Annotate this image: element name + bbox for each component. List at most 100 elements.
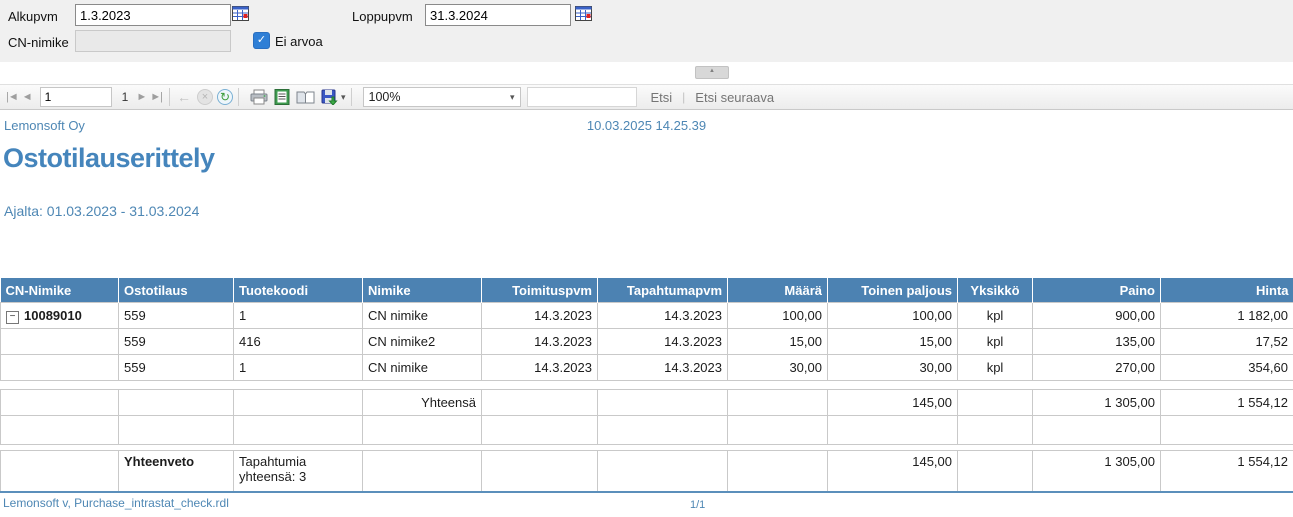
refresh-icon: ↻ [219, 90, 230, 104]
cell [727, 389, 828, 416]
group-total-toinen-paljous: 145,00 [827, 389, 958, 416]
cell [0, 328, 119, 355]
search-input[interactable] [526, 87, 637, 107]
group-cell: −10089010 [0, 302, 119, 329]
cell [233, 415, 363, 445]
cell: 900,00 [1032, 302, 1161, 329]
first-page-button[interactable]: |◄ [6, 91, 19, 103]
cell [597, 389, 728, 416]
summary-transactions: Tapahtumia yhteensä: 3 [233, 450, 363, 493]
cell: 1 182,00 [1160, 302, 1293, 329]
cell [0, 354, 119, 381]
print-button[interactable] [250, 89, 268, 105]
cell [597, 450, 728, 493]
alkupvm-calendar-button[interactable] [231, 5, 249, 23]
cn-nimike-input[interactable] [75, 30, 231, 52]
last-page-button[interactable]: ►| [150, 91, 163, 103]
cell: 14.3.2023 [481, 302, 598, 329]
cell: 15,00 [827, 328, 958, 355]
cell [727, 450, 828, 493]
cell: 354,60 [1160, 354, 1293, 381]
cell [118, 415, 234, 445]
find-next-button[interactable]: Etsi seuraava [695, 89, 775, 105]
stop-button[interactable]: × [196, 89, 213, 105]
column-header: Hinta [1160, 278, 1293, 303]
alkupvm-input[interactable] [75, 4, 231, 26]
next-page-button[interactable]: ► [136, 91, 147, 103]
export-button[interactable]: ▾ [321, 89, 346, 105]
report-page: Lemonsoft Oy 10.03.2025 14.25.39 Ostotil… [0, 111, 1293, 517]
loppupvm-input[interactable] [425, 4, 571, 26]
cell [0, 450, 119, 493]
refresh-button[interactable]: ↻ [216, 89, 233, 105]
calendar-icon [231, 6, 249, 21]
summary-paino: 1 305,00 [1032, 450, 1161, 493]
column-header: Paino [1032, 278, 1161, 303]
cell: 30,00 [827, 354, 958, 381]
cell: 100,00 [727, 302, 828, 329]
cell: 559 [118, 302, 234, 329]
report-datetime: 10.03.2025 14.25.39 [586, 118, 707, 133]
cell: 135,00 [1032, 328, 1161, 355]
cell [957, 389, 1033, 416]
total-pages-label: 1 [121, 90, 129, 104]
column-header: Nimike [362, 278, 482, 303]
page-setup-button[interactable] [296, 90, 315, 105]
cell [0, 389, 119, 416]
cell [957, 415, 1033, 445]
book-icon [296, 91, 315, 103]
report-table: CN-Nimike Ostotilaus Tuotekoodi Nimike T… [0, 278, 1293, 493]
page-number-input[interactable] [39, 87, 112, 107]
cell [1032, 415, 1161, 445]
column-header: Toimituspvm [481, 278, 598, 303]
save-icon [321, 89, 338, 105]
prev-page-button[interactable]: ◄ [21, 91, 33, 103]
print-layout-button[interactable] [274, 89, 290, 105]
loppupvm-calendar-button[interactable] [574, 5, 592, 23]
column-header: Tuotekoodi [233, 278, 363, 303]
splitter-collapse-button[interactable]: ▲ [695, 66, 729, 79]
cell [481, 389, 598, 416]
chevron-down-icon: ▾ [340, 91, 346, 102]
table-row: −10089010 559 1 CN nimike 14.3.2023 14.3… [0, 302, 1293, 329]
report-period: Ajalta: 01.03.2023 - 31.03.2024 [4, 203, 200, 219]
footer-filename: Lemonsoft v, Purchase_intrastat_check.rd… [3, 496, 229, 510]
cell: 416 [233, 328, 363, 355]
column-header: Yksikkö [957, 278, 1033, 303]
cell: kpl [957, 302, 1033, 329]
spacer-row [0, 444, 1293, 451]
back-button[interactable]: ← [176, 89, 191, 105]
table-row: 559 416 CN nimike2 14.3.2023 14.3.2023 1… [0, 328, 1293, 355]
page-title: Ostotilauserittely [3, 143, 215, 173]
ei-arvoa-label: Ei arvoa [275, 34, 323, 49]
cell: 30,00 [727, 354, 828, 381]
company-name: Lemonsoft Oy [4, 118, 85, 133]
footer-page-number: 1/1 [690, 499, 706, 511]
cell [118, 389, 234, 416]
column-header: Määrä [727, 278, 828, 303]
printer-icon [250, 89, 268, 105]
toolbar-separator [350, 88, 352, 106]
toolbar-separator [168, 88, 170, 106]
cn-code: 10089010 [24, 307, 82, 323]
cell: kpl [957, 354, 1033, 381]
spacer-row [0, 380, 1293, 390]
summary-row: Yhteenveto Tapahtumia yhteensä: 3 145,00… [0, 450, 1293, 493]
find-button[interactable]: Etsi [650, 89, 673, 105]
table-row: 559 1 CN nimike 14.3.2023 14.3.2023 30,0… [0, 354, 1293, 381]
cell: 1 [233, 354, 363, 381]
ei-arvoa-checkbox[interactable]: ✓ [253, 32, 270, 49]
group-total-label: Yhteensä [362, 389, 482, 416]
zoom-select[interactable]: 100% ▾ [362, 87, 521, 107]
summary-hinta: 1 554,12 [1160, 450, 1293, 493]
footer-divider [0, 491, 1293, 493]
cell: 14.3.2023 [597, 302, 728, 329]
collapse-group-icon[interactable]: − [6, 310, 19, 324]
cell [0, 415, 119, 445]
cell [727, 415, 828, 445]
empty-row [0, 415, 1293, 445]
alkupvm-label: Alkupvm [8, 9, 58, 24]
cell: 14.3.2023 [481, 328, 598, 355]
find-separator: | [682, 90, 686, 104]
